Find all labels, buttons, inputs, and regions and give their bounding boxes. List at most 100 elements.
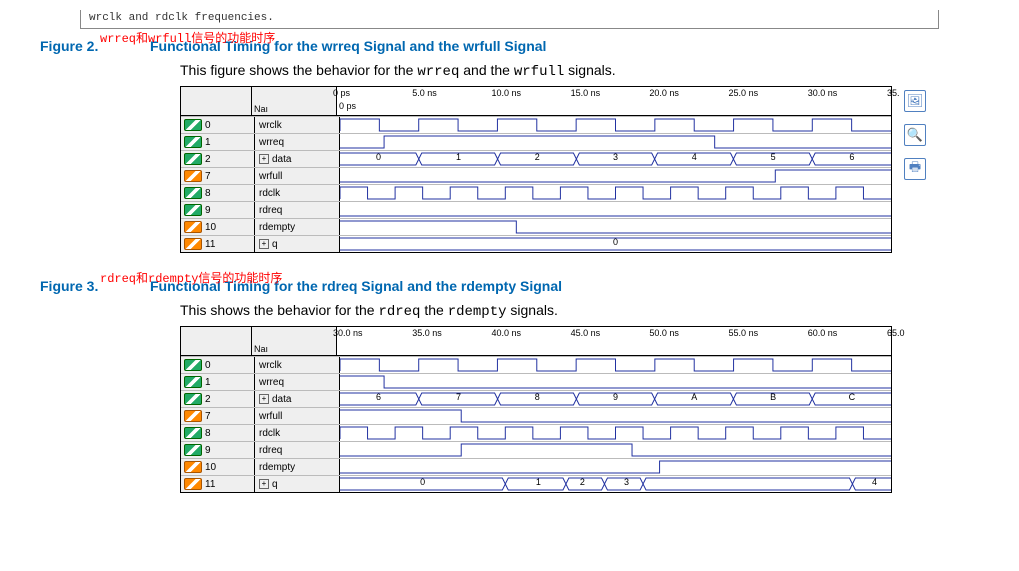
- signal-row-wrclk: 0 wrclk: [181, 356, 891, 373]
- waveform-q: 01234: [340, 476, 891, 492]
- ruler-tick: 45.0 ns: [571, 328, 601, 338]
- signal-index: 0: [205, 360, 211, 371]
- signal-index: 0: [205, 120, 211, 131]
- signal-row-wrclk: 0wrclk: [181, 116, 891, 133]
- ruler-tick: 55.0 ns: [729, 328, 759, 338]
- output-pin-icon: [184, 221, 202, 233]
- signal-index: 1: [205, 137, 211, 148]
- signal-name: rdreq: [259, 445, 282, 456]
- name-col-label: Naı: [254, 104, 334, 114]
- signal-name: data: [272, 394, 291, 405]
- ruler-tick: 50.0 ns: [649, 328, 679, 338]
- signal-name: rdreq: [259, 205, 282, 216]
- ruler-tick: 60.0 ns: [808, 328, 838, 338]
- ruler-cursor: 0 ps: [337, 101, 356, 111]
- bus-value: B: [770, 392, 776, 402]
- fig3-cap-pre: This shows the behavior for the: [180, 302, 378, 318]
- bus-value: 0: [376, 152, 381, 162]
- bus-value: 4: [872, 477, 877, 487]
- output-pin-icon: [184, 170, 202, 182]
- ruler-tick: 35.: [887, 88, 900, 98]
- fig3-cap-m2: rdempty: [448, 304, 507, 320]
- print-icon[interactable]: 🖶: [904, 158, 926, 180]
- ruler-tick: 35.0 ns: [412, 328, 442, 338]
- waveform-rdempty: [340, 219, 891, 235]
- ruler-tick: 5.0 ns: [412, 88, 437, 98]
- name-col-label: Naı: [254, 344, 334, 354]
- signal-index: 8: [205, 188, 211, 199]
- fig3-cap-mid: the: [420, 302, 447, 318]
- bus-value: 1: [536, 477, 541, 487]
- waveform-wrclk: [340, 357, 891, 373]
- time-header: Naı30.0 ns35.0 ns40.0 ns45.0 ns50.0 ns55…: [181, 327, 891, 356]
- signal-index: 11: [205, 239, 215, 250]
- signal-name: q: [272, 239, 278, 250]
- ruler-tick: 30.0 ns: [808, 88, 838, 98]
- output-pin-icon: [184, 478, 202, 490]
- signal-index: 7: [205, 171, 211, 182]
- waveform-q: 0: [340, 236, 891, 252]
- fig3-diagram: Naı30.0 ns35.0 ns40.0 ns45.0 ns50.0 ns55…: [180, 326, 892, 493]
- signal-row-rdempty: 10rdempty: [181, 458, 891, 475]
- bus-value: 6: [849, 152, 854, 162]
- fig2-annotation: wrreq和wrfull信号的功能时序: [100, 29, 979, 46]
- input-pin-icon: [184, 393, 202, 405]
- signal-name: q: [272, 479, 278, 490]
- ruler-tick: 0 ps: [333, 88, 350, 98]
- input-pin-icon: [184, 119, 202, 131]
- fig2-cap-mid: and the: [459, 62, 514, 78]
- signal-row-rdempty: 10rdempty: [181, 218, 891, 235]
- output-pin-icon: [184, 461, 202, 473]
- input-pin-icon: [184, 376, 202, 388]
- signal-row-wrreq: 1wrreq: [181, 133, 891, 150]
- expand-icon[interactable]: +: [259, 154, 269, 164]
- signal-name: wrclk: [259, 360, 282, 371]
- signal-row-data: 2+data0123456: [181, 150, 891, 167]
- ruler-tick: 10.0 ns: [491, 88, 521, 98]
- bus-value: 4: [692, 152, 697, 162]
- waveform-wrclk: [340, 117, 891, 133]
- bus-value: 9: [613, 392, 618, 402]
- expand-icon[interactable]: +: [259, 479, 269, 489]
- waveform-data: 6789ABC: [340, 391, 891, 407]
- ruler-tick: 65.0: [887, 328, 905, 338]
- fig2-caption: This figure shows the behavior for the w…: [180, 62, 979, 80]
- input-pin-icon: [184, 136, 202, 148]
- signal-row-rdreq: 9 rdreq: [181, 441, 891, 458]
- signal-row-wrfull: 7wrfull: [181, 167, 891, 184]
- waveform-data: 0123456: [340, 151, 891, 167]
- signal-index: 10: [205, 222, 216, 233]
- fig2-cap-post: signals.: [564, 62, 615, 78]
- input-pin-icon: [184, 359, 202, 371]
- expand-icon[interactable]: +: [259, 394, 269, 404]
- expand-icon[interactable]: +: [259, 239, 269, 249]
- bus-value: 6: [376, 392, 381, 402]
- signal-name: wrreq: [259, 377, 284, 388]
- waveform-wrfull: [340, 168, 891, 184]
- signal-index: 2: [205, 394, 211, 405]
- image-icon[interactable]: 🖼: [904, 90, 926, 112]
- ruler-tick: 30.0 ns: [333, 328, 363, 338]
- bus-value: 0: [420, 477, 425, 487]
- fig2-cap-m2: wrfull: [514, 64, 564, 80]
- signal-index: 10: [205, 462, 216, 473]
- output-pin-icon: [184, 410, 202, 422]
- bus-value: 7: [456, 392, 461, 402]
- fig2-side-icons: 🖼 🔍 🖶: [904, 86, 926, 180]
- bus-value: 2: [580, 477, 585, 487]
- bus-value: A: [691, 392, 697, 402]
- top-text: wrclk and rdclk frequencies.: [89, 12, 274, 24]
- signal-row-q: 11+q01234: [181, 475, 891, 492]
- fig2-diagram-wrap: Naı0 ps5.0 ns10.0 ns15.0 ns20.0 ns25.0 n…: [180, 86, 979, 253]
- signal-index: 9: [205, 445, 211, 456]
- signal-row-rdclk: 8rdclk: [181, 424, 891, 441]
- bus-value: 3: [613, 152, 618, 162]
- waveform-wrreq: [340, 134, 891, 150]
- signal-index: 9: [205, 205, 211, 216]
- zoom-icon[interactable]: 🔍: [904, 124, 926, 146]
- ruler-tick: 20.0 ns: [649, 88, 679, 98]
- signal-index: 11: [205, 479, 215, 490]
- waveform-wrreq: [340, 374, 891, 390]
- time-header: Naı0 ps5.0 ns10.0 ns15.0 ns20.0 ns25.0 n…: [181, 87, 891, 116]
- input-pin-icon: [184, 187, 202, 199]
